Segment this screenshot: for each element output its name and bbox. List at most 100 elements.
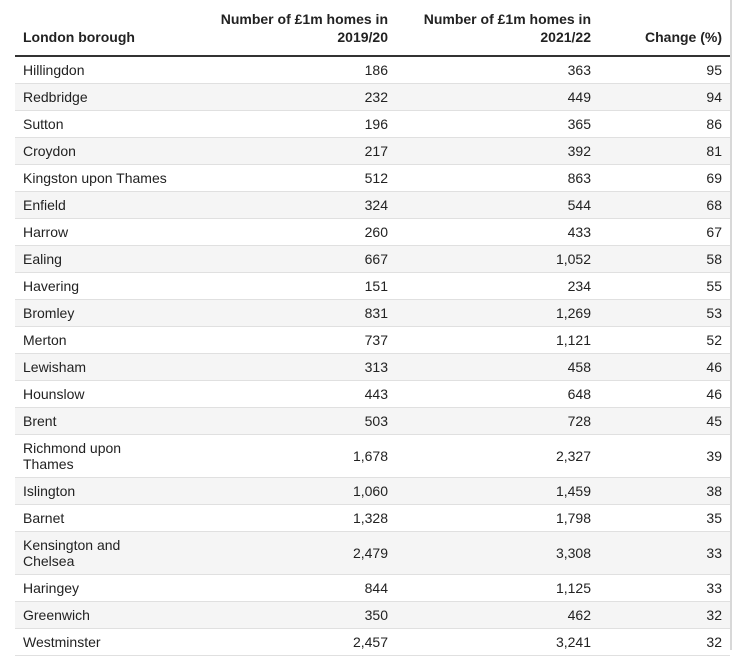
table-cell: 365 xyxy=(396,110,599,138)
table-cell: 1,125 xyxy=(396,574,599,602)
table-cell: 831 xyxy=(181,299,396,327)
table-cell: 39 xyxy=(599,434,730,478)
column-header: Number of £1m homes in 2019/20 xyxy=(181,0,396,57)
table-cell: 2,479 xyxy=(181,531,396,575)
borough-name: Sutton xyxy=(15,110,181,138)
table-cell: 503 xyxy=(181,407,396,435)
column-header: Number of £1m homes in 2021/22 xyxy=(396,0,599,57)
table-cell: 392 xyxy=(396,137,599,165)
borough-name: Brent xyxy=(15,407,181,435)
column-header: Change (%) xyxy=(599,0,730,57)
table-row: Haringey 844 1,125 33 xyxy=(15,574,730,602)
table-cell: 53 xyxy=(599,299,730,327)
table-cell: 1,678 xyxy=(181,434,396,478)
borough-name: Richmond upon Thames xyxy=(15,434,181,478)
borough-name: Ealing xyxy=(15,245,181,273)
table-cell: 217 xyxy=(181,137,396,165)
borough-name: Bromley xyxy=(15,299,181,327)
table-row: Barnet 1,328 1,798 35 xyxy=(15,504,730,532)
table-cell: 544 xyxy=(396,191,599,219)
table-cell: 324 xyxy=(181,191,396,219)
table-cell: 648 xyxy=(396,380,599,408)
borough-name: Hounslow xyxy=(15,380,181,408)
table-cell: 1,459 xyxy=(396,477,599,505)
table-cell: 313 xyxy=(181,353,396,381)
table-cell: 1,121 xyxy=(396,326,599,354)
table-cell: 35 xyxy=(599,504,730,532)
table-row: Merton 737 1,121 52 xyxy=(15,326,730,354)
table-row: Enfield 324 544 68 xyxy=(15,191,730,219)
table-row: Islington 1,060 1,459 38 xyxy=(15,477,730,505)
table-row: Greenwich 350 462 32 xyxy=(15,601,730,629)
borough-table: London borough Number of £1m homes in 201… xyxy=(15,0,730,656)
table-row: Croydon 217 392 81 xyxy=(15,137,730,165)
table-cell: 46 xyxy=(599,353,730,381)
table-cell: 55 xyxy=(599,272,730,300)
table-cell: 94 xyxy=(599,83,730,111)
table-cell: 86 xyxy=(599,110,730,138)
table-body: Hillingdon 186 363 95 Redbridge 232 449 94 Sutto… xyxy=(15,56,730,656)
borough-name: Redbridge xyxy=(15,83,181,111)
table-cell: 737 xyxy=(181,326,396,354)
table-header: London borough Number of £1m homes in 201… xyxy=(15,0,730,57)
borough-name: Haringey xyxy=(15,574,181,602)
table-row: Richmond upon Thames 1,678 2,327 39 xyxy=(15,434,730,478)
table-cell: 1,328 xyxy=(181,504,396,532)
table-cell: 844 xyxy=(181,574,396,602)
borough-name: Westminster xyxy=(15,628,181,656)
table-cell: 46 xyxy=(599,380,730,408)
borough-name: Hillingdon xyxy=(15,56,181,84)
borough-name: Islington xyxy=(15,477,181,505)
table-cell: 1,060 xyxy=(181,477,396,505)
table-cell: 3,241 xyxy=(396,628,599,656)
table-cell: 2,457 xyxy=(181,628,396,656)
table-row: Westminster 2,457 3,241 32 xyxy=(15,628,730,656)
scrollbar xyxy=(730,0,732,650)
table-row: Lewisham 313 458 46 xyxy=(15,353,730,381)
table-cell: 728 xyxy=(396,407,599,435)
table-cell: 363 xyxy=(396,56,599,84)
table-cell: 95 xyxy=(599,56,730,84)
borough-name: Harrow xyxy=(15,218,181,246)
table-cell: 1,052 xyxy=(396,245,599,273)
table-cell: 449 xyxy=(396,83,599,111)
table-row: Bromley 831 1,269 53 xyxy=(15,299,730,327)
table-cell: 33 xyxy=(599,531,730,575)
table-cell: 196 xyxy=(181,110,396,138)
table-cell: 863 xyxy=(396,164,599,192)
table-row: Harrow 260 433 67 xyxy=(15,218,730,246)
table-cell: 151 xyxy=(181,272,396,300)
table-cell: 350 xyxy=(181,601,396,629)
header-row: London borough Number of £1m homes in 201… xyxy=(15,0,730,57)
borough-name: Greenwich xyxy=(15,601,181,629)
table-cell: 234 xyxy=(396,272,599,300)
table-cell: 58 xyxy=(599,245,730,273)
borough-name: Kingston upon Thames xyxy=(15,164,181,192)
borough-name: Merton xyxy=(15,326,181,354)
table-cell: 69 xyxy=(599,164,730,192)
table-cell: 32 xyxy=(599,628,730,656)
table-row: Kensington and Chelsea 2,479 3,308 33 xyxy=(15,531,730,575)
table-cell: 2,327 xyxy=(396,434,599,478)
table-cell: 1,798 xyxy=(396,504,599,532)
column-header: London borough xyxy=(15,0,181,57)
borough-name: Lewisham xyxy=(15,353,181,381)
table-cell: 3,308 xyxy=(396,531,599,575)
table-cell: 443 xyxy=(181,380,396,408)
table-row: Sutton 196 365 86 xyxy=(15,110,730,138)
table-row: Hillingdon 186 363 95 xyxy=(15,56,730,84)
table-cell: 458 xyxy=(396,353,599,381)
table-cell: 667 xyxy=(181,245,396,273)
table-cell: 67 xyxy=(599,218,730,246)
borough-name: Enfield xyxy=(15,191,181,219)
table-row: Hounslow 443 648 46 xyxy=(15,380,730,408)
table-row: Kingston upon Thames 512 863 69 xyxy=(15,164,730,192)
table-cell: 512 xyxy=(181,164,396,192)
borough-name: Kensington and Chelsea xyxy=(15,531,181,575)
table-cell: 232 xyxy=(181,83,396,111)
table-cell: 33 xyxy=(599,574,730,602)
table-cell: 32 xyxy=(599,601,730,629)
borough-name: Barnet xyxy=(15,504,181,532)
borough-name: Havering xyxy=(15,272,181,300)
